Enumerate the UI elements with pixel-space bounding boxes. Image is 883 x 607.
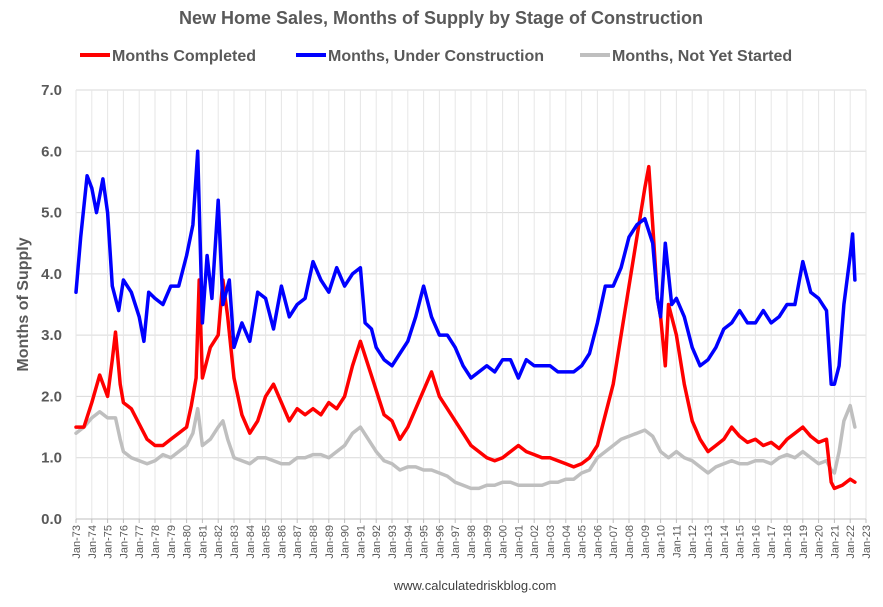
x-tick-label: Jan-19 (798, 525, 810, 559)
x-tick-label: Jan-78 (150, 525, 162, 559)
x-tick-label: Jan-81 (197, 525, 209, 559)
x-tick-label: Jan-87 (292, 525, 304, 559)
x-tick-label: Jan-16 (750, 525, 762, 559)
x-tick-label: Jan-74 (87, 525, 99, 559)
legend-label: Months, Not Yet Started (612, 48, 792, 65)
x-tick-label: Jan-73 (71, 525, 83, 559)
plot-area: 0.01.02.03.04.05.06.07.0 Jan-73 Jan-74 Jan… (41, 82, 873, 559)
x-tick-label: Jan-05 (577, 525, 589, 559)
x-tick-label: Jan-75 (103, 525, 115, 559)
x-tick-label: Jan-98 (466, 525, 478, 559)
y-axis-ticks: 0.0 1.0 2.0 3.0 4.0 5.0 6.0 7.0 (41, 82, 62, 528)
y-tick-label: 6.0 (41, 143, 62, 160)
series-line-2 (74, 403, 857, 491)
x-tick-label: Jan-13 (703, 525, 715, 559)
x-tick-label: Jan-99 (482, 525, 494, 559)
x-tick-label: Jan-83 (229, 525, 241, 559)
x-tick-label: Jan-03 (545, 525, 557, 559)
y-tick-label: 3.0 (41, 327, 62, 344)
legend-label: Months, Under Construction (328, 48, 544, 65)
x-tick-label: Jan-21 (829, 525, 841, 559)
x-tick-label: Jan-17 (766, 525, 778, 559)
x-tick-label: Jan-09 (640, 525, 652, 559)
x-tick-label: Jan-89 (324, 525, 336, 559)
x-tick-label: Jan-88 (308, 525, 320, 559)
x-tick-label: Jan-94 (403, 525, 415, 559)
x-tick-label: Jan-76 (118, 525, 130, 559)
x-tick-label: Jan-06 (592, 525, 604, 559)
x-tick-label: Jan-11 (671, 525, 683, 558)
x-tick-label: Jan-01 (513, 525, 525, 559)
x-tick-label: Jan-85 (261, 525, 273, 559)
legend-label: Months Completed (112, 48, 256, 65)
x-tick-label: Jan-04 (561, 525, 573, 559)
x-tick-label: Jan-14 (719, 525, 731, 559)
x-tick-label: Jan-96 (434, 525, 446, 559)
y-tick-label: 0.0 (41, 511, 62, 528)
legend: Months Completed Months, Under Constructi… (80, 48, 792, 65)
source-footer: www.calculatedriskblog.com (393, 578, 557, 593)
x-tick-label: Jan-77 (134, 525, 146, 559)
y-tick-label: 1.0 (41, 450, 62, 467)
x-tick-label: Jan-93 (387, 525, 399, 559)
x-tick-label: Jan-80 (182, 525, 194, 559)
vertical-gridlines (75, 90, 867, 519)
y-tick-label: 2.0 (41, 388, 62, 405)
x-tick-label: Jan-08 (624, 525, 636, 559)
x-tick-label: Jan-90 (340, 525, 352, 559)
y-tick-label: 7.0 (41, 82, 62, 99)
x-tick-label: Jan-84 (245, 525, 257, 559)
x-axis-ticks: Jan-73 Jan-74 Jan-75 Jan-76 Jan-77 Jan-78 Jan-… (71, 519, 873, 559)
x-tick-label: Jan-02 (529, 525, 541, 559)
x-tick-label: Jan-86 (276, 525, 288, 559)
y-tick-label: 5.0 (41, 205, 62, 222)
x-tick-label: Jan-95 (419, 525, 431, 559)
x-tick-label: Jan-18 (782, 525, 794, 559)
x-tick-label: Jan-10 (656, 525, 668, 559)
x-tick-label: Jan-15 (735, 525, 747, 559)
x-tick-label: Jan-20 (814, 525, 826, 559)
y-axis-label: Months of Supply (15, 237, 32, 371)
x-tick-label: Jan-22 (845, 525, 857, 559)
series-lines (74, 149, 857, 491)
x-tick-label: Jan-92 (371, 525, 383, 559)
x-tick-label: Jan-91 (355, 525, 367, 559)
series-line-1 (74, 149, 857, 386)
x-tick-label: Jan-82 (213, 525, 225, 559)
y-tick-label: 4.0 (41, 266, 62, 283)
series-line-0 (74, 164, 857, 491)
x-tick-label: Jan-00 (498, 525, 510, 559)
chart-title: New Home Sales, Months of Supply by Stag… (179, 8, 703, 28)
x-tick-label: Jan-97 (450, 525, 462, 559)
x-tick-label: Jan-79 (166, 525, 178, 559)
x-tick-label: Jan-07 (608, 525, 620, 559)
x-tick-label: Jan-23 (861, 525, 873, 559)
x-tick-label: Jan-12 (687, 525, 699, 559)
